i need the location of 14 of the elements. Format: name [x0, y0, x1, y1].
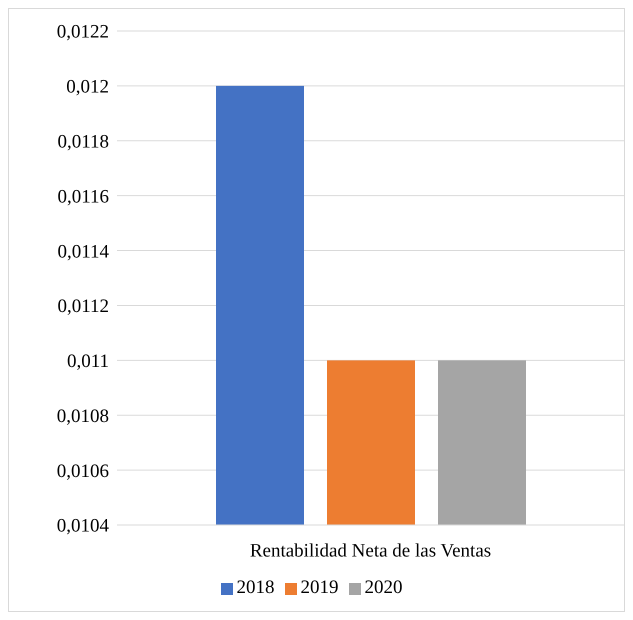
y-tick-label: 0,0106 — [56, 460, 109, 482]
y-tick-label: 0,012 — [66, 76, 109, 98]
legend-label: 2020 — [364, 577, 402, 598]
y-tick-label: 0,0122 — [56, 22, 109, 43]
legend-label: 2019 — [300, 577, 338, 598]
y-tick-label: 0,0118 — [57, 132, 109, 153]
y-tick-label: 0,011 — [66, 351, 109, 372]
x-tick-label: Rentabilidad Neta de las Ventas — [250, 540, 492, 562]
y-tick-label: 0,0108 — [56, 406, 109, 427]
legend-label: 2018 — [236, 577, 274, 598]
y-tick-label: 0,0104 — [56, 516, 110, 537]
y-tick-label: 0,0112 — [57, 296, 109, 318]
y-tick-label: 0,0114 — [57, 241, 110, 262]
y-tick-label: 0,0116 — [57, 186, 109, 208]
